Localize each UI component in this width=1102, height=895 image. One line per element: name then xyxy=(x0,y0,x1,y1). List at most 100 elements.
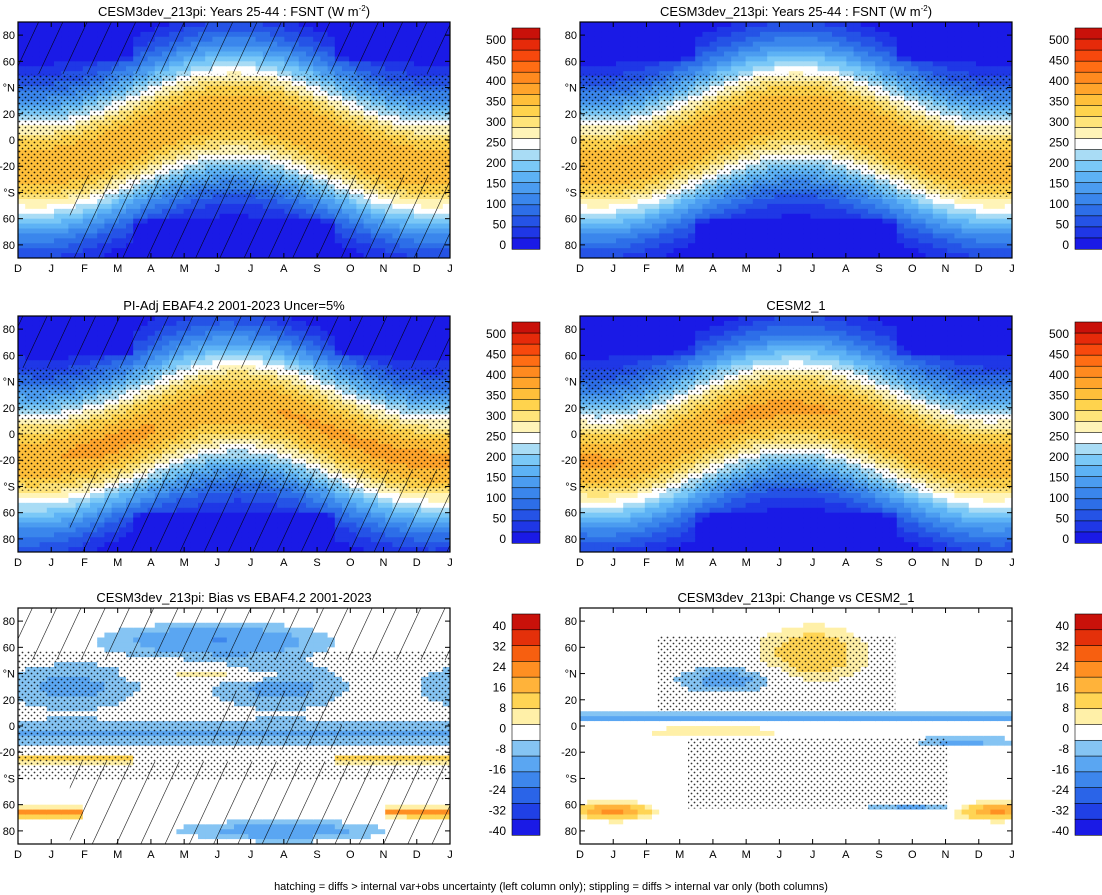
colorbar-label: 100 xyxy=(486,491,506,505)
colorbar-swatch xyxy=(1074,724,1102,741)
colorbar-swatch xyxy=(1074,645,1102,662)
y-tick-label: -20 xyxy=(0,161,15,173)
y-tick-label: -20 xyxy=(561,747,577,759)
y-tick-label: 60 xyxy=(565,214,577,226)
colorbar-swatch xyxy=(511,613,541,631)
colorbar-swatch xyxy=(511,465,541,478)
colorbar-swatch xyxy=(1074,38,1102,51)
colorbar-swatch xyxy=(511,708,541,726)
hatch-overlay xyxy=(18,608,450,844)
colorbar-swatch xyxy=(511,354,541,367)
x-tick-label: J xyxy=(215,263,221,275)
y-tick-label: °N xyxy=(565,669,577,681)
colorbar-label: 300 xyxy=(1049,409,1069,423)
colorbar-label: 40 xyxy=(1056,619,1070,633)
x-tick-label: A xyxy=(842,849,850,861)
y-tick-label: °N xyxy=(3,83,15,95)
colorbar-label: 24 xyxy=(493,660,507,674)
colorbar-label: -16 xyxy=(1052,763,1070,777)
x-tick-label: J xyxy=(447,557,453,569)
x-tick-label: A xyxy=(842,557,850,569)
colorbar-label: 150 xyxy=(486,471,506,485)
x-tick-label: N xyxy=(380,263,388,275)
x-tick-label: N xyxy=(942,263,950,275)
y-tick-label: 20 xyxy=(565,109,577,121)
y-tick-label: 60 xyxy=(3,508,15,520)
colorbar-swatch xyxy=(511,182,541,195)
x-tick-label: S xyxy=(313,263,320,275)
colorbar-swatch xyxy=(511,127,541,140)
colorbar-label: 32 xyxy=(1056,640,1070,654)
x-tick-label: N xyxy=(942,849,950,861)
colorbar-swatch xyxy=(511,38,541,51)
y-tick-label: °S xyxy=(3,773,15,785)
x-tick-label: O xyxy=(908,849,917,861)
panel-p2: CESM3dev_213pi: Years 25-44 : FSNT (W m-… xyxy=(561,4,1102,275)
panel-title: PI-Adj EBAF4.2 2001-2023 Uncer=5% xyxy=(123,298,345,313)
y-tick-label: 60 xyxy=(3,800,15,812)
colorbar-label: 250 xyxy=(1049,430,1069,444)
x-tick-label: A xyxy=(147,557,155,569)
colorbar-label: 8 xyxy=(1062,701,1069,715)
y-tick-label: 20 xyxy=(565,403,577,415)
panel-title: CESM3dev_213pi: Years 25-44 : FSNT (W m-… xyxy=(660,4,932,19)
colorbar-swatch xyxy=(1074,321,1102,334)
y-tick-label: °S xyxy=(565,187,577,199)
colorbar-swatch xyxy=(511,476,541,489)
y-tick-label: 20 xyxy=(565,695,577,707)
colorbar-swatch xyxy=(511,787,541,805)
y-tick-label: 80 xyxy=(565,826,577,838)
colorbar-swatch xyxy=(1074,149,1102,162)
colorbar-swatch xyxy=(511,531,541,544)
colorbar-label: 400 xyxy=(486,74,506,88)
colorbar-label: 300 xyxy=(1049,115,1069,129)
x-tick-label: O xyxy=(346,557,355,569)
colorbar-label: 24 xyxy=(1056,660,1070,674)
x-tick-label: M xyxy=(180,263,189,275)
colorbar-swatch xyxy=(1074,365,1102,378)
colorbar-swatch xyxy=(511,60,541,73)
x-tick-label: D xyxy=(14,849,22,861)
colorbar-swatch xyxy=(1074,739,1102,757)
colorbar-label: -8 xyxy=(495,742,506,756)
panel-p1: CESM3dev_213pi: Years 25-44 : FSNT (W m-… xyxy=(0,4,541,275)
colorbar-label: 500 xyxy=(1049,327,1069,341)
colorbar-swatch xyxy=(511,215,541,228)
colorbar-swatch xyxy=(1074,127,1102,140)
colorbar-swatch xyxy=(1074,613,1102,631)
x-tick-label: J xyxy=(1009,263,1015,275)
x-tick-label: D xyxy=(413,263,421,275)
colorbar-swatch xyxy=(511,332,541,345)
y-tick-label: °S xyxy=(3,187,15,199)
panel-title: CESM3dev_213pi: Years 25-44 : FSNT (W m-… xyxy=(98,4,370,19)
y-tick-label: 20 xyxy=(3,695,15,707)
y-tick-label: 60 xyxy=(3,642,15,654)
colorbar-swatch xyxy=(511,692,541,710)
y-tick-label: °S xyxy=(3,481,15,493)
colorbar-swatch xyxy=(511,676,541,694)
y-tick-label: °N xyxy=(3,669,15,681)
x-tick-label: S xyxy=(313,849,320,861)
x-tick-label: J xyxy=(48,849,54,861)
colorbar-label: 350 xyxy=(1049,95,1069,109)
y-tick-label: 60 xyxy=(565,642,577,654)
colorbar-swatch xyxy=(511,160,541,173)
colorbar-swatch xyxy=(511,645,541,662)
y-tick-label: 80 xyxy=(3,616,15,628)
colorbar-swatch xyxy=(1074,629,1102,647)
colorbar-label: 16 xyxy=(493,681,507,695)
x-tick-label: M xyxy=(113,263,122,275)
x-tick-label: A xyxy=(709,557,717,569)
colorbar-label: -32 xyxy=(489,804,507,818)
panel-p5: CESM3dev_213pi: Bias vs EBAF4.2 2001-202… xyxy=(0,590,541,861)
colorbar-label: 50 xyxy=(1056,512,1070,526)
x-tick-label: J xyxy=(610,557,616,569)
x-tick-label: O xyxy=(346,849,355,861)
colorbar-swatch xyxy=(1074,676,1102,694)
x-tick-label: A xyxy=(147,263,155,275)
x-tick-label: M xyxy=(742,849,751,861)
colorbar-label: -32 xyxy=(1052,804,1070,818)
x-tick-label: N xyxy=(380,557,388,569)
colorbar-swatch xyxy=(511,520,541,533)
colorbar: 40 32 24 16 8 0 -8 -16 -24 -32 -40 xyxy=(489,613,541,838)
